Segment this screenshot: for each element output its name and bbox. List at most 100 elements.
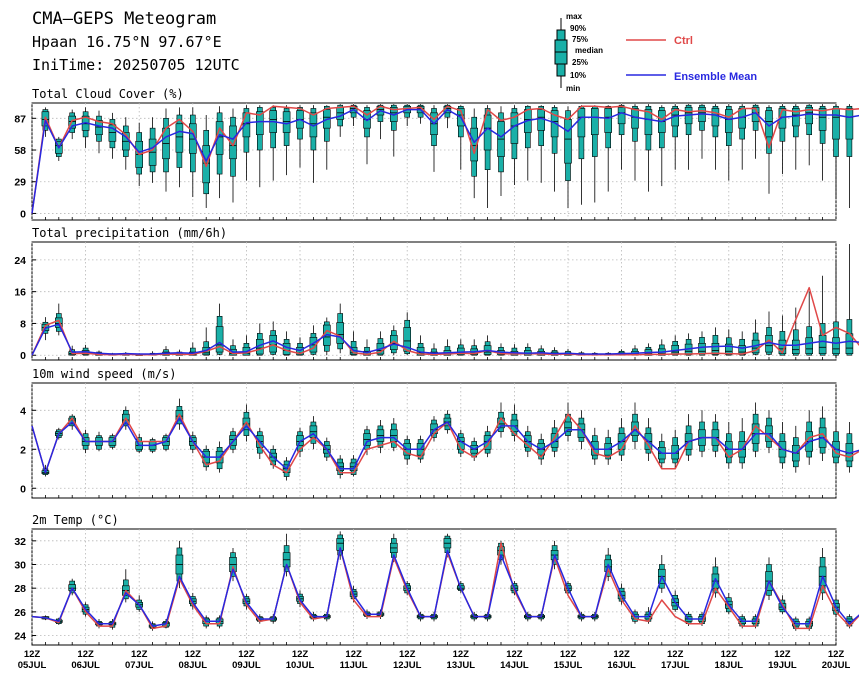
legend-label-max: max (566, 12, 583, 21)
x-tick-label-hour: 12Z (185, 649, 202, 660)
location-label: Hpaan 16.75°N 97.67°E (32, 33, 222, 51)
panel-3: 2m Temp (°C) 24 26 28 30 32 (14, 513, 859, 646)
y-tick-label: 26 (14, 607, 26, 619)
legend-label-median: median (575, 46, 603, 55)
legend-label-min: min (566, 84, 580, 93)
box-inner (389, 335, 398, 350)
box-inner (805, 337, 814, 354)
box-inner (724, 343, 733, 355)
box-inner (845, 108, 854, 140)
x-tick-label-hour: 12Z (774, 649, 791, 660)
y-tick-label: 29 (14, 177, 26, 189)
x-tick-label-date: 07JUL (125, 660, 154, 671)
x-tick-label-date: 14JUL (500, 660, 529, 671)
legend-label-p75: 75% (572, 35, 588, 44)
box-inner (269, 335, 278, 353)
box-inner (296, 435, 304, 446)
box-inner (537, 109, 546, 131)
mean-line (31, 323, 859, 356)
panel-title: 10m wind speed (m/s) (32, 367, 177, 381)
box-inner (617, 107, 626, 125)
box-inner (255, 111, 264, 136)
x-tick-label-date: 18JUL (715, 660, 744, 671)
x-tick-label-hour: 12Z (345, 649, 362, 660)
box-inner (483, 114, 492, 151)
ctrl-line (31, 286, 859, 356)
legend-label-p25: 25% (572, 58, 588, 67)
box-inner (336, 107, 345, 120)
x-axis: 12Z05JUL12Z06JUL12Z07JUL12Z08JUL12Z09JUL… (18, 649, 851, 671)
y-tick-label: 8 (20, 318, 26, 330)
box-inner (577, 108, 586, 138)
y-tick-label: 0 (20, 483, 26, 495)
panel-title: 2m Temp (°C) (32, 513, 119, 527)
x-tick-label-date: 11JUL (340, 660, 368, 671)
box-inner (282, 111, 291, 133)
box-inner (805, 107, 814, 125)
y-tick-label: 0 (20, 208, 26, 220)
y-tick-label: 87 (14, 113, 26, 125)
legend-mean-label: Ensemble Mean (674, 71, 757, 83)
x-tick-label-date: 19JUL (768, 660, 797, 671)
mean-line (31, 417, 859, 474)
y-tick-label: 24 (14, 631, 26, 643)
x-tick-label-date: 20JUL (822, 660, 851, 671)
box-inner (711, 343, 720, 355)
box-inner (671, 445, 680, 460)
x-tick-label-date: 08JUL (179, 660, 208, 671)
box-inner (95, 120, 103, 136)
box-inner (631, 421, 639, 436)
x-tick-label-hour: 12Z (560, 649, 577, 660)
mean-line (31, 547, 859, 627)
y-tick-label: 4 (20, 405, 26, 417)
chart-title: CMA—GEPS Meteogram (32, 9, 216, 29)
box-inner (229, 125, 237, 160)
x-tick-label-hour: 12Z (24, 649, 41, 660)
legend-label-p10: 10% (570, 71, 586, 80)
box-inner (175, 123, 184, 153)
x-tick-label-hour: 12Z (77, 649, 94, 660)
box-inner (108, 124, 117, 142)
legend-label-p90: 90% (570, 24, 586, 33)
x-tick-label-date: 16JUL (607, 660, 636, 671)
legend: max 90% 75% median 25% 10% min Ctrl Ense… (554, 12, 757, 93)
box-inner (564, 421, 572, 433)
box-inner (550, 433, 559, 448)
mean-line (31, 108, 859, 214)
box-inner (832, 337, 840, 354)
box-inner (550, 110, 559, 138)
x-tick-label-date: 09JUL (232, 660, 261, 671)
x-tick-label-hour: 12Z (292, 649, 309, 660)
x-tick-label-date: 13JUL (447, 660, 476, 671)
y-tick-label: 0 (20, 350, 26, 362)
panel-title: Total precipitation (mm/6h) (32, 226, 227, 240)
x-tick-label-date: 05JUL (18, 660, 47, 671)
panel-2: 10m wind speed (m/s) 0 2 4 (20, 367, 859, 499)
box-inner (54, 317, 63, 328)
x-tick-label-hour: 12Z (828, 649, 845, 660)
box-inner (818, 108, 827, 131)
y-tick-label: 16 (14, 287, 26, 299)
legend-ctrl-label: Ctrl (674, 35, 693, 47)
x-tick-label-hour: 12Z (453, 649, 470, 660)
panel-title: Total Cloud Cover (%) (32, 87, 184, 101)
box-inner (644, 109, 653, 136)
box-inner (590, 108, 599, 136)
panel-0: Total Cloud Cover (%) 0 29 58 87 (14, 87, 859, 221)
box-inner (832, 108, 840, 140)
x-tick-label-date: 10JUL (286, 660, 315, 671)
y-tick-label: 24 (14, 255, 26, 267)
box-inner (711, 108, 720, 127)
x-tick-label-hour: 12Z (613, 649, 630, 660)
x-tick-label-hour: 12Z (506, 649, 523, 660)
x-tick-label-date: 12JUL (393, 660, 422, 671)
panel-1: Total precipitation (mm/6h) 0 8 16 24 (14, 226, 859, 362)
box-inner (604, 108, 613, 133)
box-inner (215, 326, 224, 353)
box-inner (818, 335, 827, 354)
x-tick-label-hour: 12Z (667, 649, 684, 660)
y-tick-label: 32 (14, 536, 26, 548)
y-tick-label: 2 (20, 444, 26, 456)
box-inner (564, 119, 572, 164)
